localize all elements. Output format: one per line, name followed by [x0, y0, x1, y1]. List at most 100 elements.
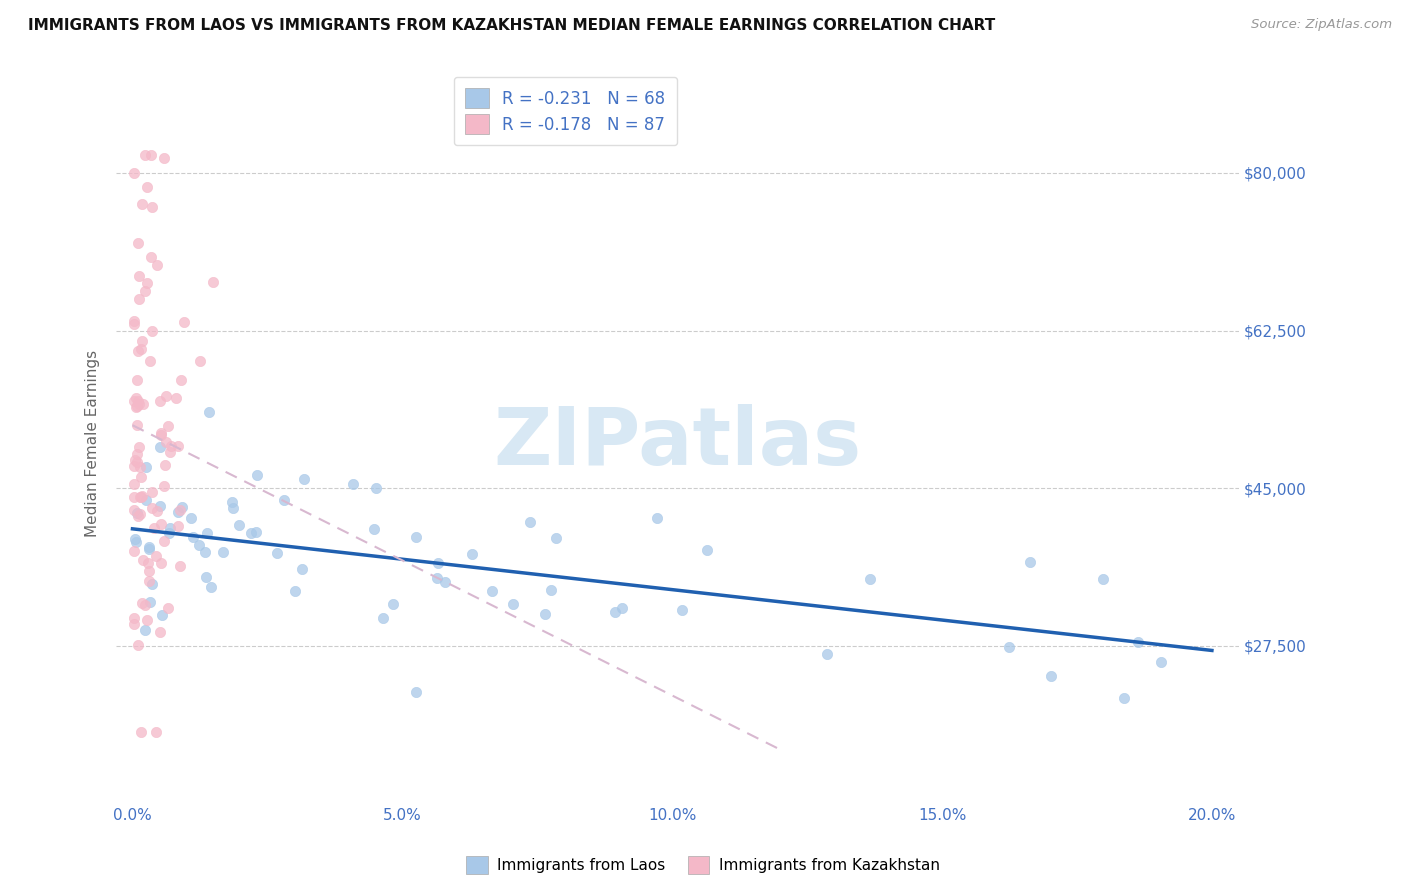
Point	[150, 428, 173, 442]
Point	[122, 490, 145, 504]
Point	[131, 334, 153, 348]
Point	[671, 603, 693, 617]
Point	[481, 583, 503, 598]
Point	[540, 583, 562, 598]
Point	[129, 470, 152, 484]
Point	[127, 373, 149, 387]
Point	[695, 543, 717, 558]
Point	[200, 580, 222, 594]
Point	[127, 638, 149, 652]
Point	[145, 549, 167, 563]
Point	[136, 180, 159, 194]
Point	[167, 504, 190, 518]
Point	[132, 397, 155, 411]
Point	[266, 546, 288, 560]
Point	[519, 515, 541, 529]
Point	[125, 399, 148, 413]
Point	[131, 197, 153, 211]
Point	[1126, 634, 1149, 648]
Point	[149, 499, 172, 513]
Point	[998, 640, 1021, 655]
Point	[165, 392, 187, 406]
Point	[139, 148, 162, 162]
Point	[127, 393, 149, 408]
Point	[122, 393, 145, 408]
Y-axis label: Median Female Earnings: Median Female Earnings	[86, 350, 100, 537]
Point	[1091, 572, 1114, 586]
Point	[284, 584, 307, 599]
Text: IMMIGRANTS FROM LAOS VS IMMIGRANTS FROM KAZAKHSTAN MEDIAN FEMALE EARNINGS CORREL: IMMIGRANTS FROM LAOS VS IMMIGRANTS FROM …	[28, 18, 995, 33]
Point	[426, 556, 449, 570]
Point	[124, 314, 146, 328]
Point	[139, 250, 162, 264]
Point	[188, 354, 211, 368]
Point	[155, 389, 177, 403]
Point	[859, 572, 882, 586]
Point	[134, 148, 156, 162]
Point	[128, 508, 150, 522]
Point	[134, 284, 156, 298]
Point	[1039, 669, 1062, 683]
Point	[139, 354, 162, 368]
Legend: Immigrants from Laos, Immigrants from Kazakhstan: Immigrants from Laos, Immigrants from Ka…	[460, 850, 946, 880]
Point	[228, 518, 250, 533]
Point	[426, 571, 449, 585]
Point	[170, 500, 193, 514]
Point	[138, 574, 160, 589]
Point	[167, 519, 190, 533]
Point	[141, 501, 163, 516]
Point	[135, 277, 157, 291]
Point	[138, 564, 160, 578]
Point	[129, 343, 152, 357]
Point	[131, 596, 153, 610]
Point	[146, 259, 169, 273]
Point	[157, 419, 180, 434]
Point	[122, 544, 145, 558]
Point	[128, 396, 150, 410]
Point	[134, 624, 156, 638]
Point	[180, 511, 202, 525]
Point	[153, 533, 176, 548]
Point	[405, 685, 427, 699]
Point	[129, 724, 152, 739]
Point	[135, 460, 157, 475]
Point	[149, 624, 172, 639]
Point	[433, 575, 456, 590]
Point	[138, 541, 160, 556]
Point	[169, 558, 191, 573]
Point	[273, 493, 295, 508]
Point	[181, 529, 204, 543]
Point	[129, 491, 152, 505]
Point	[145, 504, 167, 518]
Point	[125, 392, 148, 406]
Point	[136, 556, 159, 570]
Point	[150, 517, 173, 532]
Point	[221, 494, 243, 508]
Point	[125, 446, 148, 460]
Point	[194, 545, 217, 559]
Point	[125, 418, 148, 433]
Point	[128, 440, 150, 454]
Point	[125, 455, 148, 469]
Point	[366, 481, 388, 495]
Point	[122, 503, 145, 517]
Point	[128, 460, 150, 475]
Point	[195, 526, 218, 541]
Point	[1150, 656, 1173, 670]
Point	[1112, 690, 1135, 705]
Point	[127, 509, 149, 524]
Point	[145, 724, 167, 739]
Point	[221, 500, 243, 515]
Point	[132, 553, 155, 567]
Point	[124, 452, 146, 467]
Point	[129, 490, 152, 504]
Point	[815, 647, 838, 661]
Point	[141, 324, 163, 338]
Point	[149, 394, 172, 409]
Point	[246, 467, 269, 482]
Point	[603, 605, 626, 619]
Point	[290, 562, 312, 576]
Point	[612, 601, 634, 615]
Point	[141, 577, 163, 591]
Point	[169, 373, 191, 387]
